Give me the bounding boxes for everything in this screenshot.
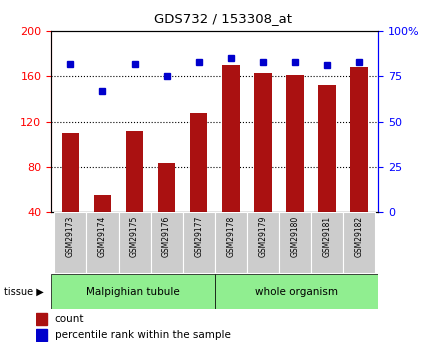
Text: Malpighian tubule: Malpighian tubule [86,287,180,296]
Bar [247,212,279,273]
Bar [222,65,239,257]
Text: GSM29178: GSM29178 [226,216,235,257]
Text: count: count [55,314,84,324]
Text: GSM29176: GSM29176 [162,216,171,257]
Bar [343,212,375,273]
Text: GSM29175: GSM29175 [130,216,139,257]
Bar [215,274,378,309]
Text: tissue ▶: tissue ▶ [4,287,44,296]
Bar [350,67,368,257]
Text: GSM29173: GSM29173 [66,216,75,257]
Bar [36,328,47,341]
Bar [93,195,111,257]
Bar [126,131,143,257]
Bar [150,212,182,273]
Text: GSM29180: GSM29180 [291,216,299,257]
Bar [311,212,343,273]
Text: GDS732 / 153308_at: GDS732 / 153308_at [154,12,291,25]
Bar [36,313,47,325]
Bar [286,75,303,257]
Text: GSM29179: GSM29179 [258,216,267,257]
Text: GSM29177: GSM29177 [194,216,203,257]
Bar [190,112,207,257]
Bar [215,212,247,273]
Bar [158,164,175,257]
Text: GSM29182: GSM29182 [355,216,364,257]
Bar [86,212,118,273]
Text: whole organism: whole organism [255,287,338,296]
Bar [279,212,311,273]
Text: percentile rank within the sample: percentile rank within the sample [55,330,231,340]
Bar [51,274,215,309]
Bar [182,212,215,273]
Bar [118,212,150,273]
Text: GSM29181: GSM29181 [323,216,332,257]
Bar [54,212,86,273]
Bar [254,73,271,257]
Bar [61,133,79,257]
Text: GSM29174: GSM29174 [98,216,107,257]
Bar [318,86,336,257]
